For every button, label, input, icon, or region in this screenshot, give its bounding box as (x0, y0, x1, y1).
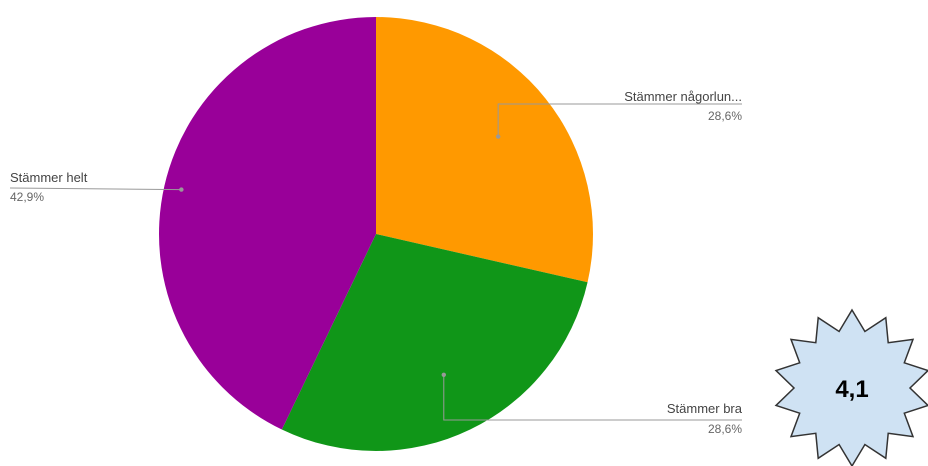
pie-callouts (9, 103, 742, 421)
rating-badge: 4,1 (774, 308, 928, 466)
pie-slice-0 (376, 17, 594, 283)
slice-value-stammer-helt: 42,9% (10, 190, 44, 204)
slice-label-stammer-helt: Stämmer helt (10, 170, 88, 185)
starburst-shape (774, 308, 928, 466)
callout-dot-0 (495, 134, 501, 139)
slice-label-stammer-bra: Stämmer bra (667, 401, 743, 416)
pie-slice-2 (159, 17, 376, 430)
slice-label-stammer-nagorlunda: Stämmer någorlun... (624, 89, 742, 104)
callout-dot-2 (179, 187, 184, 192)
slice-value-stammer-nagorlunda: 28,6% (708, 109, 742, 123)
callout-line-0 (497, 103, 742, 137)
callout-line-1 (443, 374, 742, 421)
slice-value-stammer-bra: 28,6% (708, 422, 742, 436)
callout-line-2 (9, 187, 182, 191)
callout-dot-1 (441, 372, 446, 377)
rating-value: 4,1 (835, 376, 868, 403)
pie-slice-1 (281, 234, 588, 451)
pie-slices (159, 17, 594, 451)
